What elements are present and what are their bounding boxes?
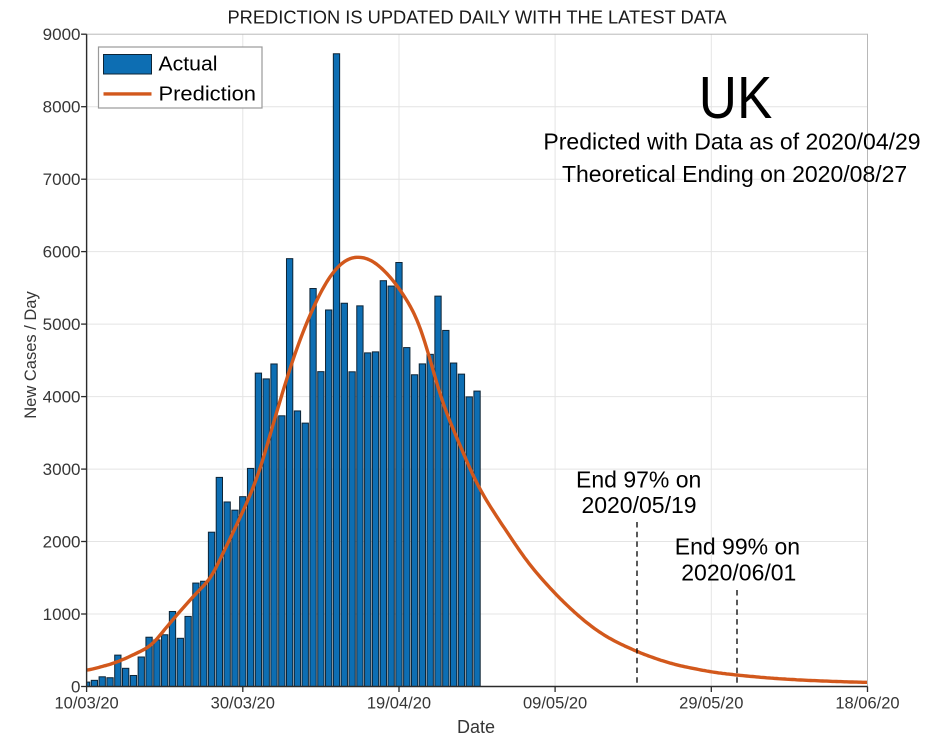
svg-text:Date: Date (457, 717, 495, 737)
svg-text:19/04/20: 19/04/20 (367, 695, 431, 713)
svg-text:18/06/20: 18/06/20 (835, 695, 899, 713)
svg-text:PREDICTION IS UPDATED DAILY WI: PREDICTION IS UPDATED DAILY WITH THE LAT… (227, 7, 727, 28)
svg-text:UK: UK (699, 64, 773, 131)
svg-text:7000: 7000 (43, 170, 81, 189)
svg-text:10/03/20: 10/03/20 (54, 695, 118, 713)
svg-text:6000: 6000 (43, 242, 81, 261)
svg-text:Prediction: Prediction (159, 84, 257, 106)
svg-text:2000: 2000 (43, 532, 81, 551)
svg-text:8000: 8000 (43, 98, 81, 117)
svg-text:5000: 5000 (43, 315, 81, 334)
svg-text:30/03/20: 30/03/20 (211, 695, 275, 713)
svg-text:Theoretical Ending on 2020/08/: Theoretical Ending on 2020/08/27 (562, 161, 907, 187)
svg-text:Actual: Actual (159, 54, 218, 76)
svg-text:New Cases / Day: New Cases / Day (22, 291, 40, 419)
svg-text:29/05/20: 29/05/20 (679, 695, 743, 713)
svg-text:4000: 4000 (43, 387, 81, 406)
svg-text:0: 0 (71, 677, 80, 696)
svg-text:2020/05/19: 2020/05/19 (581, 492, 696, 518)
svg-text:9000: 9000 (43, 25, 81, 44)
svg-text:Predicted with Data as of 2020: Predicted with Data as of 2020/04/29 (543, 129, 920, 155)
svg-text:End 97% on: End 97% on (576, 466, 701, 492)
svg-text:2020/06/01: 2020/06/01 (681, 560, 796, 586)
svg-text:1000: 1000 (43, 605, 81, 624)
svg-text:09/05/20: 09/05/20 (523, 695, 587, 713)
svg-text:End 99% on: End 99% on (675, 534, 800, 560)
svg-text:3000: 3000 (43, 460, 81, 479)
